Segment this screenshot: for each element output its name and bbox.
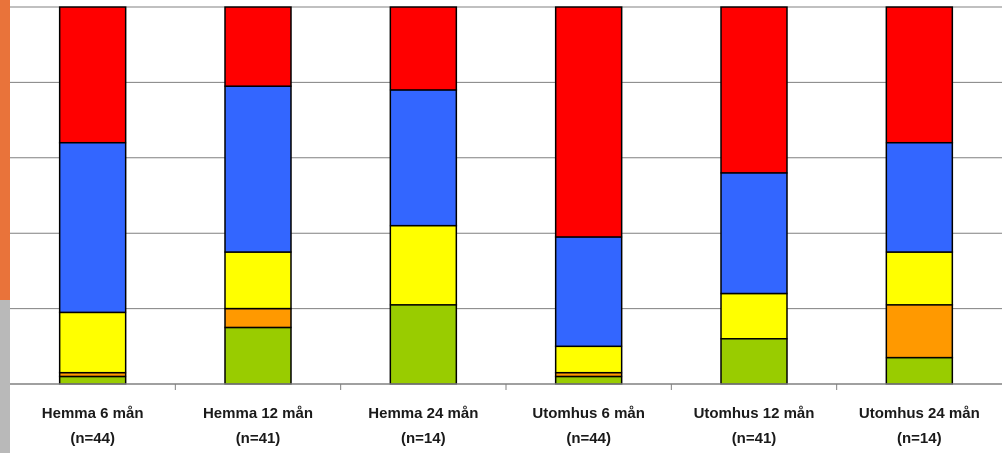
x-tick-label: Utomhus 6 mån (n=44) xyxy=(505,401,673,451)
category-name: Hemma 24 mån xyxy=(368,405,479,422)
category-name: Hemma 6 mån xyxy=(41,405,144,422)
bar-segment xyxy=(885,6,954,144)
x-tick-label: Hemma 12 mån (n=41) xyxy=(174,401,342,451)
category-name: Hemma 12 mån xyxy=(202,405,314,422)
category-name: Utomhus 6 mån xyxy=(532,405,645,422)
category-count: (n=41) xyxy=(235,430,281,447)
x-tick-label: Hemma 24 mån (n=14) xyxy=(339,401,507,451)
bar-segment xyxy=(389,224,458,306)
bar-segment xyxy=(720,338,788,385)
category-count: (n=14) xyxy=(897,430,942,447)
category-count: (n=44) xyxy=(70,430,115,447)
bar-segment xyxy=(58,6,127,144)
category-name: Utomhus 24 mån xyxy=(858,405,980,422)
bar-segment xyxy=(885,304,954,359)
category-count: (n=44) xyxy=(566,430,611,447)
bar-segment xyxy=(554,6,623,238)
x-tick-label: Utomhus 12 mån (n=41) xyxy=(670,401,838,451)
bar-segment xyxy=(58,141,127,314)
x-tick-label: Hemma 6 mån (n=44) xyxy=(9,401,177,451)
x-tick-label: Utomhus 24 mån (n=14) xyxy=(835,401,1002,451)
bar-segment xyxy=(885,356,954,385)
bar-segment xyxy=(58,311,127,374)
bar-segment xyxy=(554,236,623,348)
bar-segment xyxy=(224,251,292,310)
bar-segment xyxy=(554,375,623,385)
bar-segment xyxy=(389,6,458,91)
bar-segment xyxy=(720,172,788,295)
category-count: (n=41) xyxy=(731,430,777,447)
bar-segment xyxy=(885,141,954,253)
bar-segment xyxy=(224,307,292,329)
bar-segment xyxy=(224,85,292,253)
left-edge-accent xyxy=(0,0,10,300)
bar-segment xyxy=(554,345,623,374)
bar-segment xyxy=(720,6,788,174)
bar-segment xyxy=(389,89,458,227)
bar-segment xyxy=(224,326,292,385)
bar-segment xyxy=(224,6,292,87)
bar-segment xyxy=(720,292,788,340)
category-count: (n=14) xyxy=(401,430,446,447)
bar-segment xyxy=(389,304,458,385)
category-name: Utomhus 12 mån xyxy=(693,405,815,422)
bar-segment xyxy=(58,375,127,385)
bar-segment xyxy=(885,251,954,306)
